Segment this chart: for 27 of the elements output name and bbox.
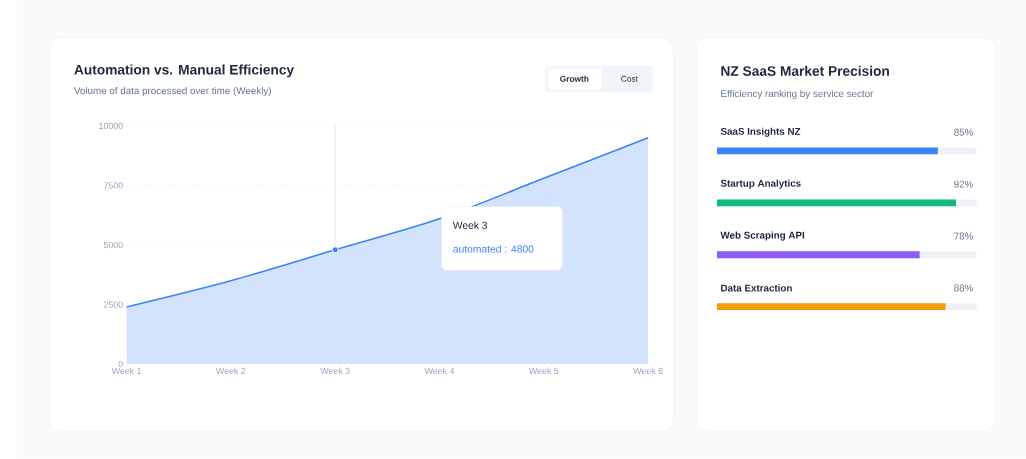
data-label: 78% <box>954 232 973 240</box>
x-tick-label: Week 2 <box>216 367 246 375</box>
text: Growth <box>560 75 589 82</box>
chart-subtitle: Efficiency ranking by service sector <box>721 90 874 100</box>
y-tick-label: 10000 <box>99 123 123 130</box>
chart-title: Automation vs. Manual Efficiency <box>74 64 295 78</box>
data-label: 85% <box>954 128 973 136</box>
chart-title: NZ SaaS Market Precision <box>721 66 889 77</box>
annotation: Week 3 <box>452 221 488 230</box>
chart-subtitle: Volume of data processed over time (Weekly) <box>73 87 271 97</box>
y-tick-label: SaaS Insights NZ <box>720 127 801 138</box>
y-tick-label: 2500 <box>103 301 123 308</box>
x-tick-label: Week 5 <box>528 367 559 375</box>
x-tick-label: Week 3 <box>320 367 350 375</box>
y-tick-label: Web Scraping API <box>720 231 805 241</box>
data-label: 92% <box>954 180 973 188</box>
text: Cost <box>621 75 638 82</box>
y-tick-label: 7500 <box>103 182 123 189</box>
y-tick-label: 5000 <box>103 242 123 249</box>
x-tick-label: Week 1 <box>111 367 141 375</box>
y-tick-label: Startup Analytics <box>720 179 801 189</box>
y-tick-label: Data Extraction <box>721 284 792 292</box>
x-tick-label: Week 6 <box>633 367 663 375</box>
x-tick-label: Week 4 <box>424 367 455 375</box>
annotation: automated : 4800 <box>453 245 534 253</box>
y-tick-label: 0 <box>118 361 123 368</box>
data-label: 88% <box>954 284 973 292</box>
